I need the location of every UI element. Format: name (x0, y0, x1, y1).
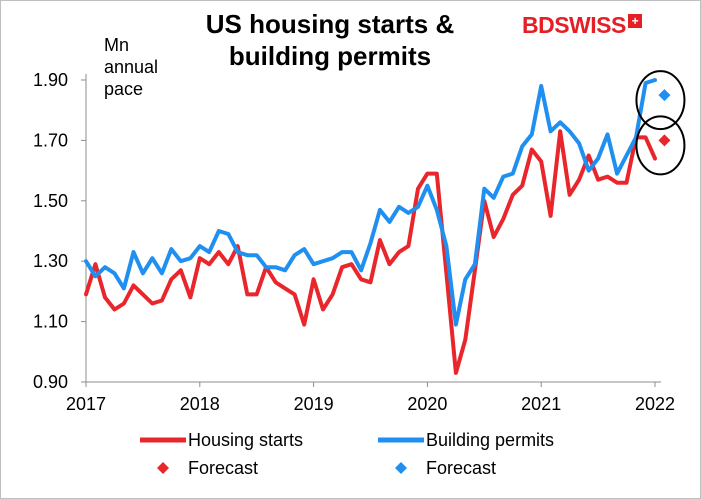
x-tick-label: 2021 (521, 394, 561, 414)
x-tick-label: 2017 (66, 394, 106, 414)
brand-name: BDSWISS (522, 12, 626, 38)
x-tick-label: 2018 (180, 394, 220, 414)
legend-swatch-forecast (395, 462, 407, 474)
legend-label: Forecast (426, 458, 496, 478)
axes (85, 74, 661, 383)
x-tick-label: 2020 (407, 394, 447, 414)
series-layer (84, 78, 671, 375)
forecast-marker-3 (658, 89, 671, 102)
x-tick-label: 2022 (635, 394, 675, 414)
x-tick-labels: 2017 2018 2019 2020 2021 2022 (66, 382, 675, 414)
y-tick-label: 1.10 (33, 312, 68, 332)
forecast-circles (635, 70, 686, 176)
y-tick-label: 1.70 (33, 130, 68, 150)
legend: Housing starts Building permits Forecast Fo… (140, 430, 554, 478)
brand-plus-icon: + (627, 14, 642, 28)
y-tick-label: 1.90 (33, 70, 68, 90)
forecast-highlight-circle (635, 115, 686, 176)
y-tick-label: 1.30 (33, 251, 68, 271)
chart-title: US housing starts & building permits (205, 9, 455, 71)
building-permits-line (84, 78, 657, 327)
x-tick-label: 2019 (294, 394, 334, 414)
y-tick-label: 1.50 (33, 191, 68, 211)
y-tick-label: 0.90 (33, 372, 68, 392)
brand-logo: BDSWISS + (522, 12, 642, 39)
legend-label: Building permits (426, 430, 554, 450)
legend-swatch-forecast (157, 462, 169, 474)
legend-label: Forecast (188, 458, 258, 478)
forecast-marker-2 (658, 134, 671, 147)
y-axis-unit-label: Mn annual pace (104, 35, 159, 99)
y-tick-labels: 0.90 1.10 1.30 1.50 1.70 1.90 (33, 70, 86, 392)
legend-label: Housing starts (188, 430, 303, 450)
forecast-highlight-circle (635, 70, 686, 131)
housing-starts-line (84, 129, 657, 375)
